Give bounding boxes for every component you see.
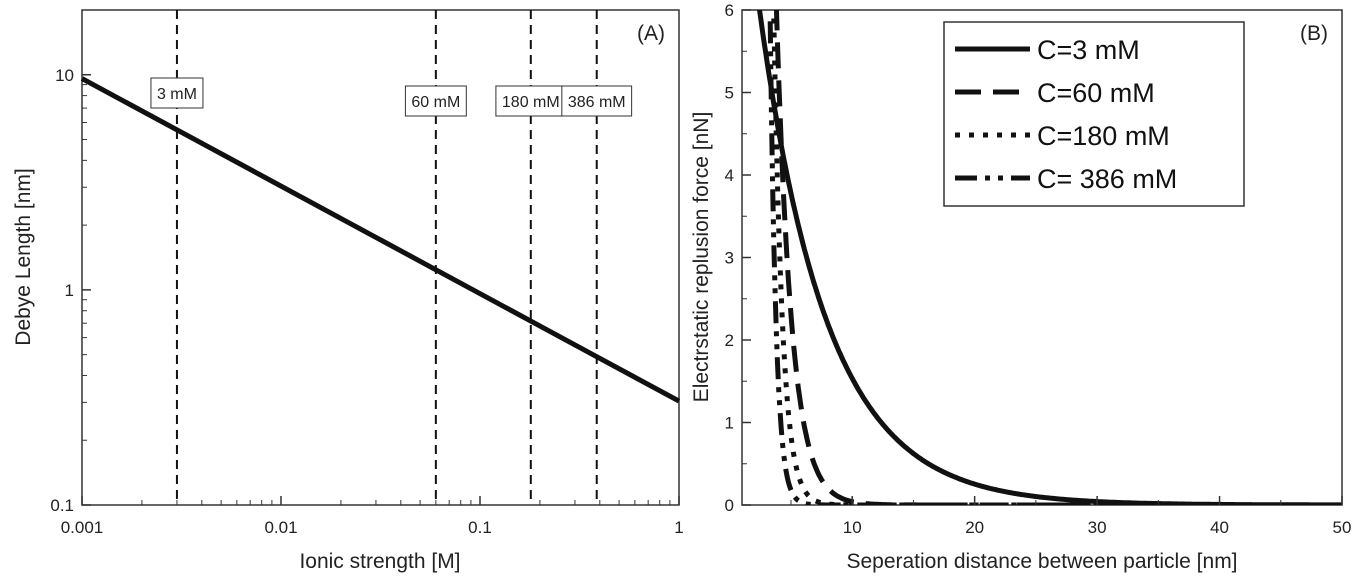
panel-a-plot-frame: [81, 9, 680, 506]
legend-entry-label: C= 386 mM: [1037, 164, 1177, 194]
x-tick-label: 30: [1088, 518, 1107, 537]
y-tick-label: 0: [725, 496, 734, 515]
concentration-marker-label: 3 mM: [157, 86, 197, 103]
panel-b-y-axis-title: Electrstatic replusion force [nN]: [690, 112, 713, 403]
concentration-marker-label: 180 mM: [502, 94, 560, 111]
x-tick-label: 10: [843, 518, 862, 537]
panel-a-x-axis-title: Ionic strength [M]: [299, 550, 460, 573]
panel-a-y-axis-title: Debye Length [nm]: [12, 168, 35, 345]
panel-a-vertical-lines: 3 mM 60 mM 180 mM 386 mM: [150, 10, 633, 505]
x-tick-label: 0.1: [468, 518, 492, 537]
x-tick-label: 20: [965, 518, 984, 537]
panel-b-legend: C=3 mM C=60 mM C=180 mM C= 386 mM: [943, 21, 1245, 207]
x-tick-label: 50: [1333, 518, 1352, 537]
concentration-marker-box: [150, 77, 204, 109]
debye-length-line: [80, 76, 681, 404]
panel-b-ticks: 10 20 30 40 50 0 1 2 3 4 5 6: [725, 1, 1352, 537]
panel-a-series: [80, 76, 681, 404]
y-tick-label: 4: [725, 166, 734, 185]
panel-a-label: (A): [637, 22, 665, 45]
y-tick-label: 3: [725, 249, 734, 268]
y-tick-label: 6: [725, 1, 734, 20]
force-curve-dashed: [773, 10, 1342, 505]
x-tick-label: 40: [1210, 518, 1229, 537]
x-tick-label: 0.01: [264, 518, 297, 537]
legend-box: [943, 21, 1245, 207]
concentration-marker-box: [561, 85, 633, 117]
concentration-marker-box: [404, 85, 467, 117]
x-tick-label: 0.001: [61, 518, 104, 537]
panel-a: 3 mM 60 mM 180 mM 386 mM 0.001 0.01 0.1 1 0.1 1 1…: [12, 9, 684, 573]
y-tick-label: 0.1: [50, 496, 74, 515]
panel-b: 10 20 30 40 50 0 1 2 3 4 5 6 (B) Seperation distanc…: [690, 1, 1352, 573]
panel-b-x-axis-title: Seperation distance between particle [nm…: [846, 550, 1237, 573]
y-tick-label: 10: [55, 66, 74, 85]
y-tick-label: 2: [725, 331, 734, 350]
x-tick-label: 1: [674, 518, 683, 537]
panel-b-label: (B): [1300, 22, 1328, 45]
panel-a-ticks: 0.001 0.01 0.1 1 0.1 1 10: [50, 9, 684, 537]
legend-entry-label: C=180 mM: [1037, 121, 1170, 151]
legend-entry-label: C=60 mM: [1037, 78, 1155, 108]
y-tick-label: 1: [725, 414, 734, 433]
concentration-marker-label: 386 mM: [568, 94, 626, 111]
y-tick-label: 5: [725, 84, 734, 103]
legend-entry-label: C=3 mM: [1037, 35, 1140, 65]
panel-b-series: [756, 10, 1342, 505]
concentration-marker-label: 60 mM: [411, 94, 460, 111]
y-tick-label: 1: [65, 281, 74, 300]
